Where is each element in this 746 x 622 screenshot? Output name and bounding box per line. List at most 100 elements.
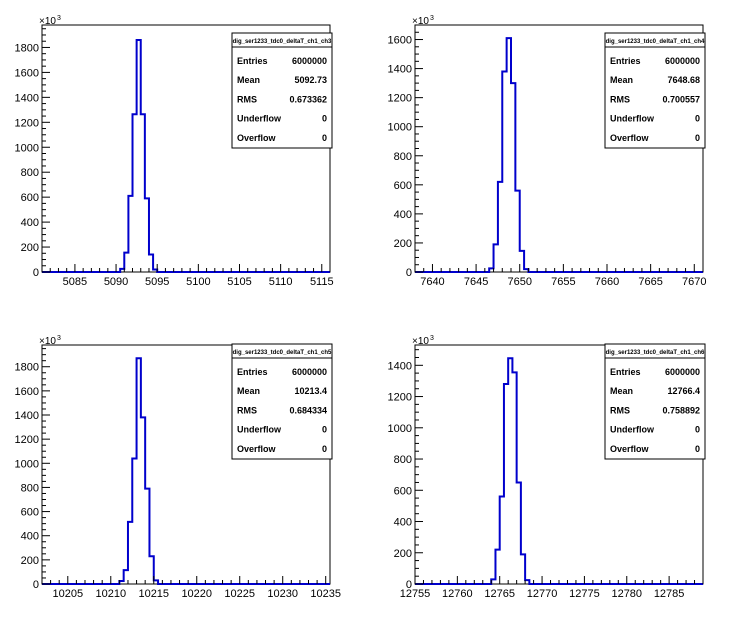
y-tick-label: 200 bbox=[21, 242, 39, 254]
histogram-pad-4: 12755 12760 12765 12770 12775 12780 12785 0 200 4… bbox=[388, 335, 706, 600]
x-tick-label: 5090 bbox=[104, 276, 128, 288]
stats-value: 0 bbox=[695, 114, 700, 124]
x-tick-label: 12765 bbox=[484, 588, 515, 600]
stats-label: Underflow bbox=[610, 114, 655, 124]
x-tick-label: 12775 bbox=[569, 588, 600, 600]
stats-label: Entries bbox=[610, 56, 641, 66]
stats-value: 6000000 bbox=[292, 367, 327, 377]
stats-title: dig_ser1233_tdc0_deltaT_ch1_ch3 bbox=[233, 39, 332, 45]
x-tick-label: 5105 bbox=[227, 276, 251, 288]
y-tick-label: 800 bbox=[21, 482, 39, 494]
stats-label: RMS bbox=[237, 405, 257, 415]
stats-label: Mean bbox=[237, 386, 260, 396]
y-tick-label: 0 bbox=[33, 579, 39, 591]
y-tick-label: 400 bbox=[394, 517, 412, 529]
y-tick-label: 1000 bbox=[15, 458, 39, 470]
x-tick-label: 10230 bbox=[267, 588, 298, 600]
x-tick-label: 10220 bbox=[181, 588, 212, 600]
x-tick-label: 7645 bbox=[464, 276, 488, 288]
stats-box: dig_ser1233_tdc0_deltaT_ch1_ch4 Entries 60… bbox=[604, 32, 706, 149]
stats-value: 0.673362 bbox=[289, 94, 327, 104]
x-tick-label: 5100 bbox=[186, 276, 210, 288]
stats-value: 0.758892 bbox=[662, 405, 700, 415]
stats-label: RMS bbox=[610, 405, 630, 415]
y-tick-label: 600 bbox=[21, 507, 39, 519]
stats-label: Overflow bbox=[237, 444, 277, 454]
y-tick-label: 1200 bbox=[388, 93, 412, 105]
y-tick-label: 400 bbox=[21, 217, 39, 229]
y-tick-label: 1400 bbox=[15, 410, 39, 422]
stats-value: 0 bbox=[322, 425, 327, 435]
x-tick-label: 10235 bbox=[310, 588, 341, 600]
y-multiplier-exponent: 3 bbox=[430, 15, 434, 22]
y-tick-label: 1600 bbox=[388, 35, 412, 47]
stats-label: Overflow bbox=[610, 444, 650, 454]
stats-value: 7648.68 bbox=[667, 75, 700, 85]
x-tick-label: 5110 bbox=[269, 276, 293, 288]
stats-value: 0 bbox=[695, 133, 700, 143]
stats-label: RMS bbox=[610, 94, 630, 104]
x-tick-label: 12785 bbox=[654, 588, 685, 600]
y-tick-label: 1000 bbox=[15, 142, 39, 154]
y-tick-label: 600 bbox=[394, 485, 412, 497]
stats-label: Mean bbox=[610, 75, 633, 85]
y-tick-label: 200 bbox=[394, 238, 412, 250]
x-tick-label: 12770 bbox=[527, 588, 558, 600]
y-tick-label: 1800 bbox=[15, 362, 39, 374]
stats-title: dig_ser1233_tdc0_deltaT_ch1_ch5 bbox=[233, 350, 332, 356]
y-tick-label: 200 bbox=[394, 548, 412, 560]
stats-label: Underflow bbox=[610, 425, 655, 435]
stats-title: dig_ser1233_tdc0_deltaT_ch1_ch6 bbox=[606, 350, 705, 356]
stats-label: Entries bbox=[237, 367, 268, 377]
histogram-line bbox=[415, 37, 703, 273]
stats-value: 10213.4 bbox=[294, 386, 327, 396]
x-tick-label: 10205 bbox=[52, 588, 83, 600]
x-tick-label: 10215 bbox=[138, 588, 169, 600]
stats-box: dig_ser1233_tdc0_deltaT_ch1_ch5 Entries 60… bbox=[231, 343, 333, 460]
y-tick-label: 800 bbox=[394, 151, 412, 163]
y-tick-label: 1200 bbox=[388, 392, 412, 404]
stats-label: Overflow bbox=[610, 133, 650, 143]
y-multiplier-exponent: 3 bbox=[57, 335, 61, 342]
x-tick-label: 7655 bbox=[551, 276, 575, 288]
x-tick-label: 7650 bbox=[507, 276, 531, 288]
y-tick-label: 200 bbox=[21, 555, 39, 567]
stats-box-frame bbox=[604, 32, 706, 149]
stats-value: 6000000 bbox=[665, 367, 700, 377]
y-tick-label: 1800 bbox=[15, 42, 39, 54]
x-tick-label: 12755 bbox=[400, 588, 431, 600]
stats-title: dig_ser1233_tdc0_deltaT_ch1_ch4 bbox=[606, 39, 705, 45]
stats-value: 0 bbox=[695, 425, 700, 435]
y-tick-label: 400 bbox=[21, 531, 39, 543]
y-tick-label: 1600 bbox=[15, 386, 39, 398]
stats-box-frame bbox=[231, 343, 333, 460]
stats-value: 5092.73 bbox=[294, 75, 327, 85]
x-tick-label: 12760 bbox=[442, 588, 473, 600]
y-tick-label: 0 bbox=[33, 267, 39, 279]
x-tick-label: 7665 bbox=[638, 276, 662, 288]
y-tick-label: 0 bbox=[406, 579, 412, 591]
stats-box: dig_ser1233_tdc0_deltaT_ch1_ch6 Entries 60… bbox=[604, 343, 706, 460]
stats-label: Entries bbox=[237, 56, 268, 66]
stats-label: Overflow bbox=[237, 133, 277, 143]
stats-label: Mean bbox=[610, 386, 633, 396]
stats-label: Entries bbox=[610, 367, 641, 377]
stats-label: RMS bbox=[237, 94, 257, 104]
stats-label: Mean bbox=[237, 75, 260, 85]
x-tick-label: 7660 bbox=[595, 276, 619, 288]
x-tick-label: 12780 bbox=[611, 588, 642, 600]
histogram-pad-2: 7640 7645 7650 7655 7660 7665 7670 0 200 400 600 80… bbox=[388, 15, 707, 288]
x-tick-label: 5095 bbox=[145, 276, 169, 288]
y-tick-label: 1200 bbox=[15, 117, 39, 129]
x-tick-label: 5085 bbox=[63, 276, 87, 288]
stats-value: 0 bbox=[322, 133, 327, 143]
y-multiplier-label: ×10 bbox=[412, 336, 429, 347]
y-tick-label: 400 bbox=[394, 209, 412, 221]
stats-value: 0.684334 bbox=[289, 405, 327, 415]
y-tick-label: 1000 bbox=[388, 122, 412, 134]
y-tick-label: 1000 bbox=[388, 423, 412, 435]
stats-value: 0 bbox=[322, 114, 327, 124]
stats-value: 0 bbox=[695, 444, 700, 454]
y-tick-label: 1400 bbox=[15, 92, 39, 104]
